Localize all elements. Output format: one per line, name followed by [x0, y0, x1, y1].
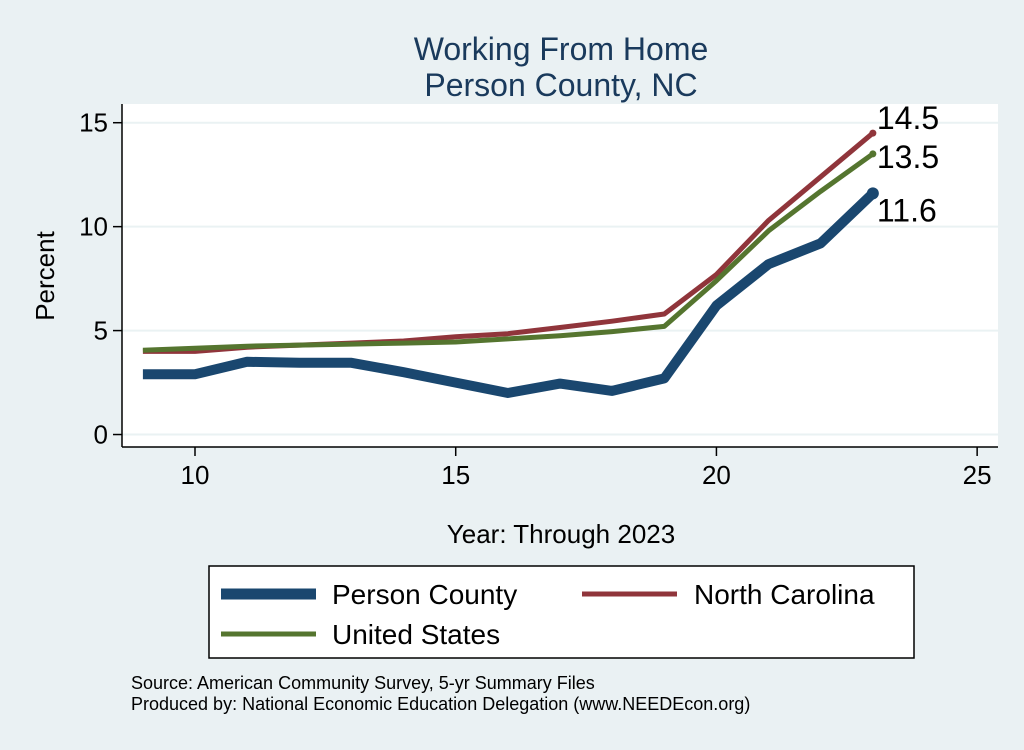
- x-tick-label: 10: [181, 460, 210, 490]
- legend-label-north-carolina: North Carolina: [694, 579, 875, 610]
- end-label-north-carolina: 14.5: [877, 100, 939, 136]
- legend-item-united-states: United States: [221, 619, 500, 650]
- legend-item-north-carolina: North Carolina: [582, 579, 875, 610]
- end-label-united-states: 13.5: [877, 139, 939, 175]
- end-labels: 14.513.5 11.6: [877, 100, 939, 228]
- series-end-point-north-carolina: [869, 129, 877, 137]
- y-axis-title: Percent: [30, 230, 60, 320]
- source-note: Source: American Community Survey, 5-yr …: [131, 673, 595, 693]
- y-tick-label: 5: [94, 316, 108, 346]
- legend-box: [208, 565, 915, 659]
- series-end-point-united-states: [869, 150, 877, 158]
- end-label-person-county: 11.6: [877, 192, 937, 228]
- x-tick-label: 20: [702, 460, 731, 490]
- x-tick-label: 25: [963, 460, 992, 490]
- produced-by-note: Produced by: National Economic Education…: [131, 694, 750, 714]
- axes: 0 5 10 15 10 15 20 25: [79, 104, 998, 490]
- y-tick-label: 0: [94, 420, 108, 450]
- series-line-person-county: [142, 189, 877, 398]
- y-tick-label: 10: [79, 212, 108, 242]
- plot-area: [122, 104, 998, 447]
- legend-label-united-states: United States: [332, 619, 500, 650]
- x-axis-title: Year: Through 2023: [447, 519, 675, 549]
- chart-title: Working From Home: [414, 31, 709, 67]
- legend-label-person-county: Person County: [332, 579, 517, 610]
- legend-item-person-county: Person County: [221, 579, 517, 610]
- x-tick-label: 15: [441, 460, 470, 490]
- legend: Person County North Carolina United Stat…: [208, 565, 915, 659]
- grid-lines: [122, 121, 998, 436]
- y-tick-label: 15: [79, 108, 108, 138]
- series-line-united-states: [142, 151, 875, 353]
- chart-subtitle: Person County, NC: [424, 67, 697, 103]
- series-end-point-person-county: [866, 187, 879, 200]
- series-lines: [142, 129, 879, 398]
